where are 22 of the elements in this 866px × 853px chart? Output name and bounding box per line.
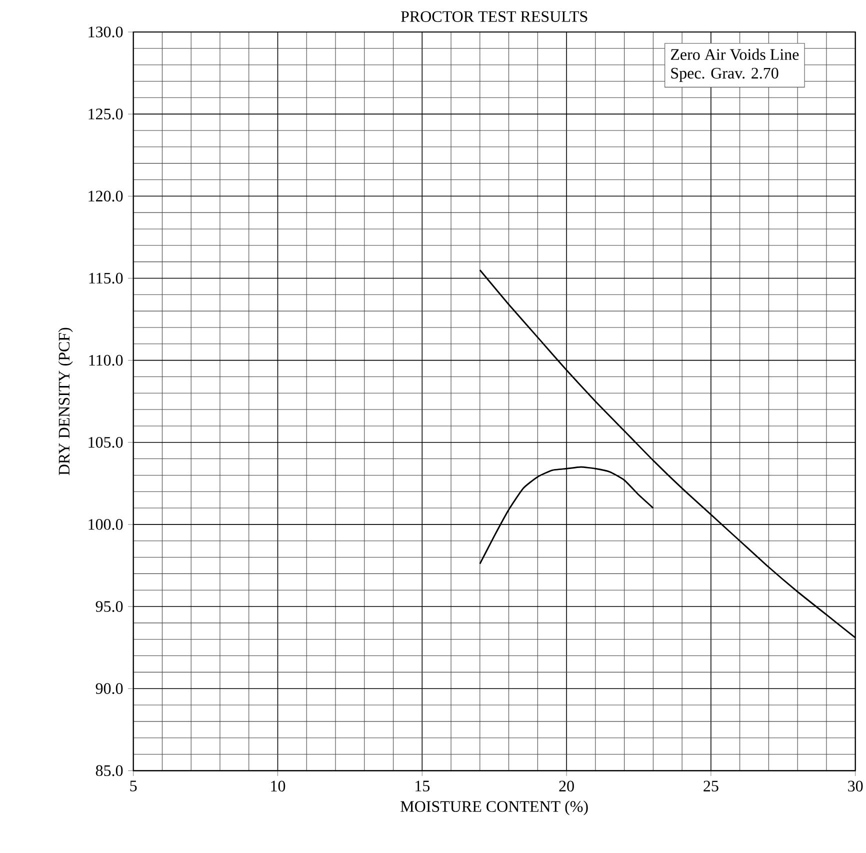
y-tick-label: 130.0: [88, 26, 123, 38]
y-tick-label: 100.0: [88, 519, 123, 530]
y-tick-label: 105.0: [88, 436, 123, 448]
line-series: [479, 466, 654, 565]
y-tick-label: 125.0: [88, 108, 123, 120]
annotation: Spec. Grav. 2.70: [671, 68, 778, 82]
annotation: Zero Air Voids Line: [670, 48, 799, 60]
y-tick-label: 110.0: [89, 354, 123, 366]
y-tick-label: 120.0: [88, 190, 123, 202]
y-tick-label: 90.0: [96, 683, 123, 694]
y-tick-label: 85.0: [96, 765, 123, 776]
x-tick-label: 5: [130, 780, 137, 792]
x-tick-label: 15: [416, 780, 430, 792]
chart-title: PROCTOR TEST RESULTS: [400, 11, 588, 22]
y-tick-label: 115.0: [89, 272, 123, 284]
y-tick-label: 95.0: [96, 601, 123, 612]
x-tick-label: 10: [271, 780, 286, 792]
x-tick-label: 25: [704, 780, 718, 792]
x-tick-label: 20: [559, 780, 574, 792]
y-axis-title: DRY DENSITY (PCF): [58, 328, 73, 476]
x-axis-title: MOISTURE CONTENT (%): [400, 800, 588, 816]
x-tick-label: 30: [848, 780, 863, 792]
